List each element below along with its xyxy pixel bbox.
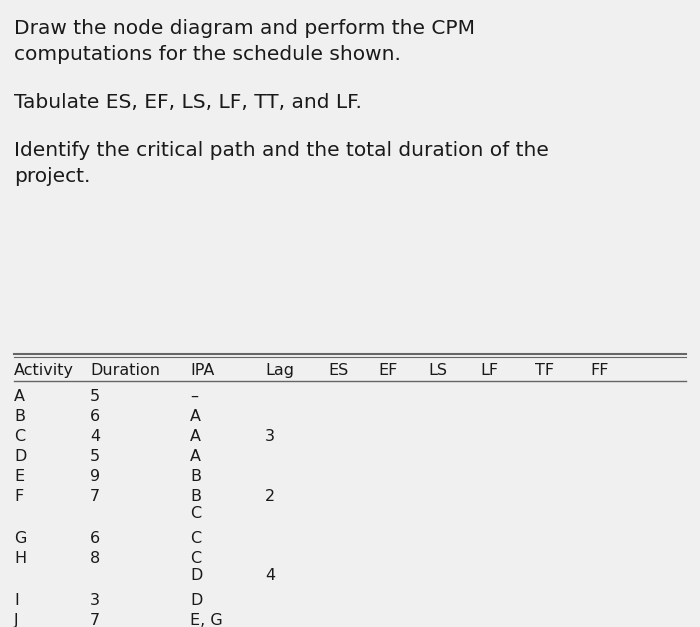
Text: TF: TF xyxy=(535,363,554,378)
Text: 5: 5 xyxy=(90,449,100,464)
Text: G: G xyxy=(14,531,27,546)
Text: B: B xyxy=(190,469,201,484)
Text: LF: LF xyxy=(480,363,498,378)
Text: 4: 4 xyxy=(265,568,275,583)
Text: C: C xyxy=(190,506,201,521)
Text: 9: 9 xyxy=(90,469,100,484)
Text: project.: project. xyxy=(14,167,90,186)
Text: A: A xyxy=(14,389,25,404)
Text: Duration: Duration xyxy=(90,363,160,378)
Text: 6: 6 xyxy=(90,531,100,546)
Text: A: A xyxy=(190,429,201,444)
Text: ES: ES xyxy=(328,363,349,378)
Text: C: C xyxy=(14,429,25,444)
Text: B: B xyxy=(190,489,201,504)
Text: 3: 3 xyxy=(265,429,275,444)
Text: LS: LS xyxy=(428,363,447,378)
Text: E, G: E, G xyxy=(190,613,223,627)
Text: Identify the critical path and the total duration of the: Identify the critical path and the total… xyxy=(14,141,549,160)
Text: A: A xyxy=(190,449,201,464)
Text: 7: 7 xyxy=(90,489,100,504)
Text: J: J xyxy=(14,613,19,627)
Text: EF: EF xyxy=(378,363,398,378)
Text: IPA: IPA xyxy=(190,363,214,378)
Text: C: C xyxy=(190,531,201,546)
Text: 6: 6 xyxy=(90,409,100,424)
Text: H: H xyxy=(14,551,26,566)
Text: B: B xyxy=(14,409,25,424)
Text: 3: 3 xyxy=(90,593,100,608)
Text: D: D xyxy=(190,568,202,583)
Text: FF: FF xyxy=(590,363,608,378)
Text: E: E xyxy=(14,469,24,484)
Text: Tabulate ES, EF, LS, LF, TT, and LF.: Tabulate ES, EF, LS, LF, TT, and LF. xyxy=(14,93,362,112)
Text: –: – xyxy=(190,389,198,404)
Text: 5: 5 xyxy=(90,389,100,404)
Text: 8: 8 xyxy=(90,551,100,566)
Text: computations for the schedule shown.: computations for the schedule shown. xyxy=(14,45,401,64)
Text: Lag: Lag xyxy=(265,363,294,378)
Text: C: C xyxy=(190,551,201,566)
Text: I: I xyxy=(14,593,19,608)
Text: D: D xyxy=(190,593,202,608)
Text: A: A xyxy=(190,409,201,424)
Text: D: D xyxy=(14,449,27,464)
Text: F: F xyxy=(14,489,23,504)
Text: 2: 2 xyxy=(265,489,275,504)
Text: 4: 4 xyxy=(90,429,100,444)
Text: 7: 7 xyxy=(90,613,100,627)
Text: Draw the node diagram and perform the CPM: Draw the node diagram and perform the CP… xyxy=(14,19,475,38)
Text: Activity: Activity xyxy=(14,363,74,378)
